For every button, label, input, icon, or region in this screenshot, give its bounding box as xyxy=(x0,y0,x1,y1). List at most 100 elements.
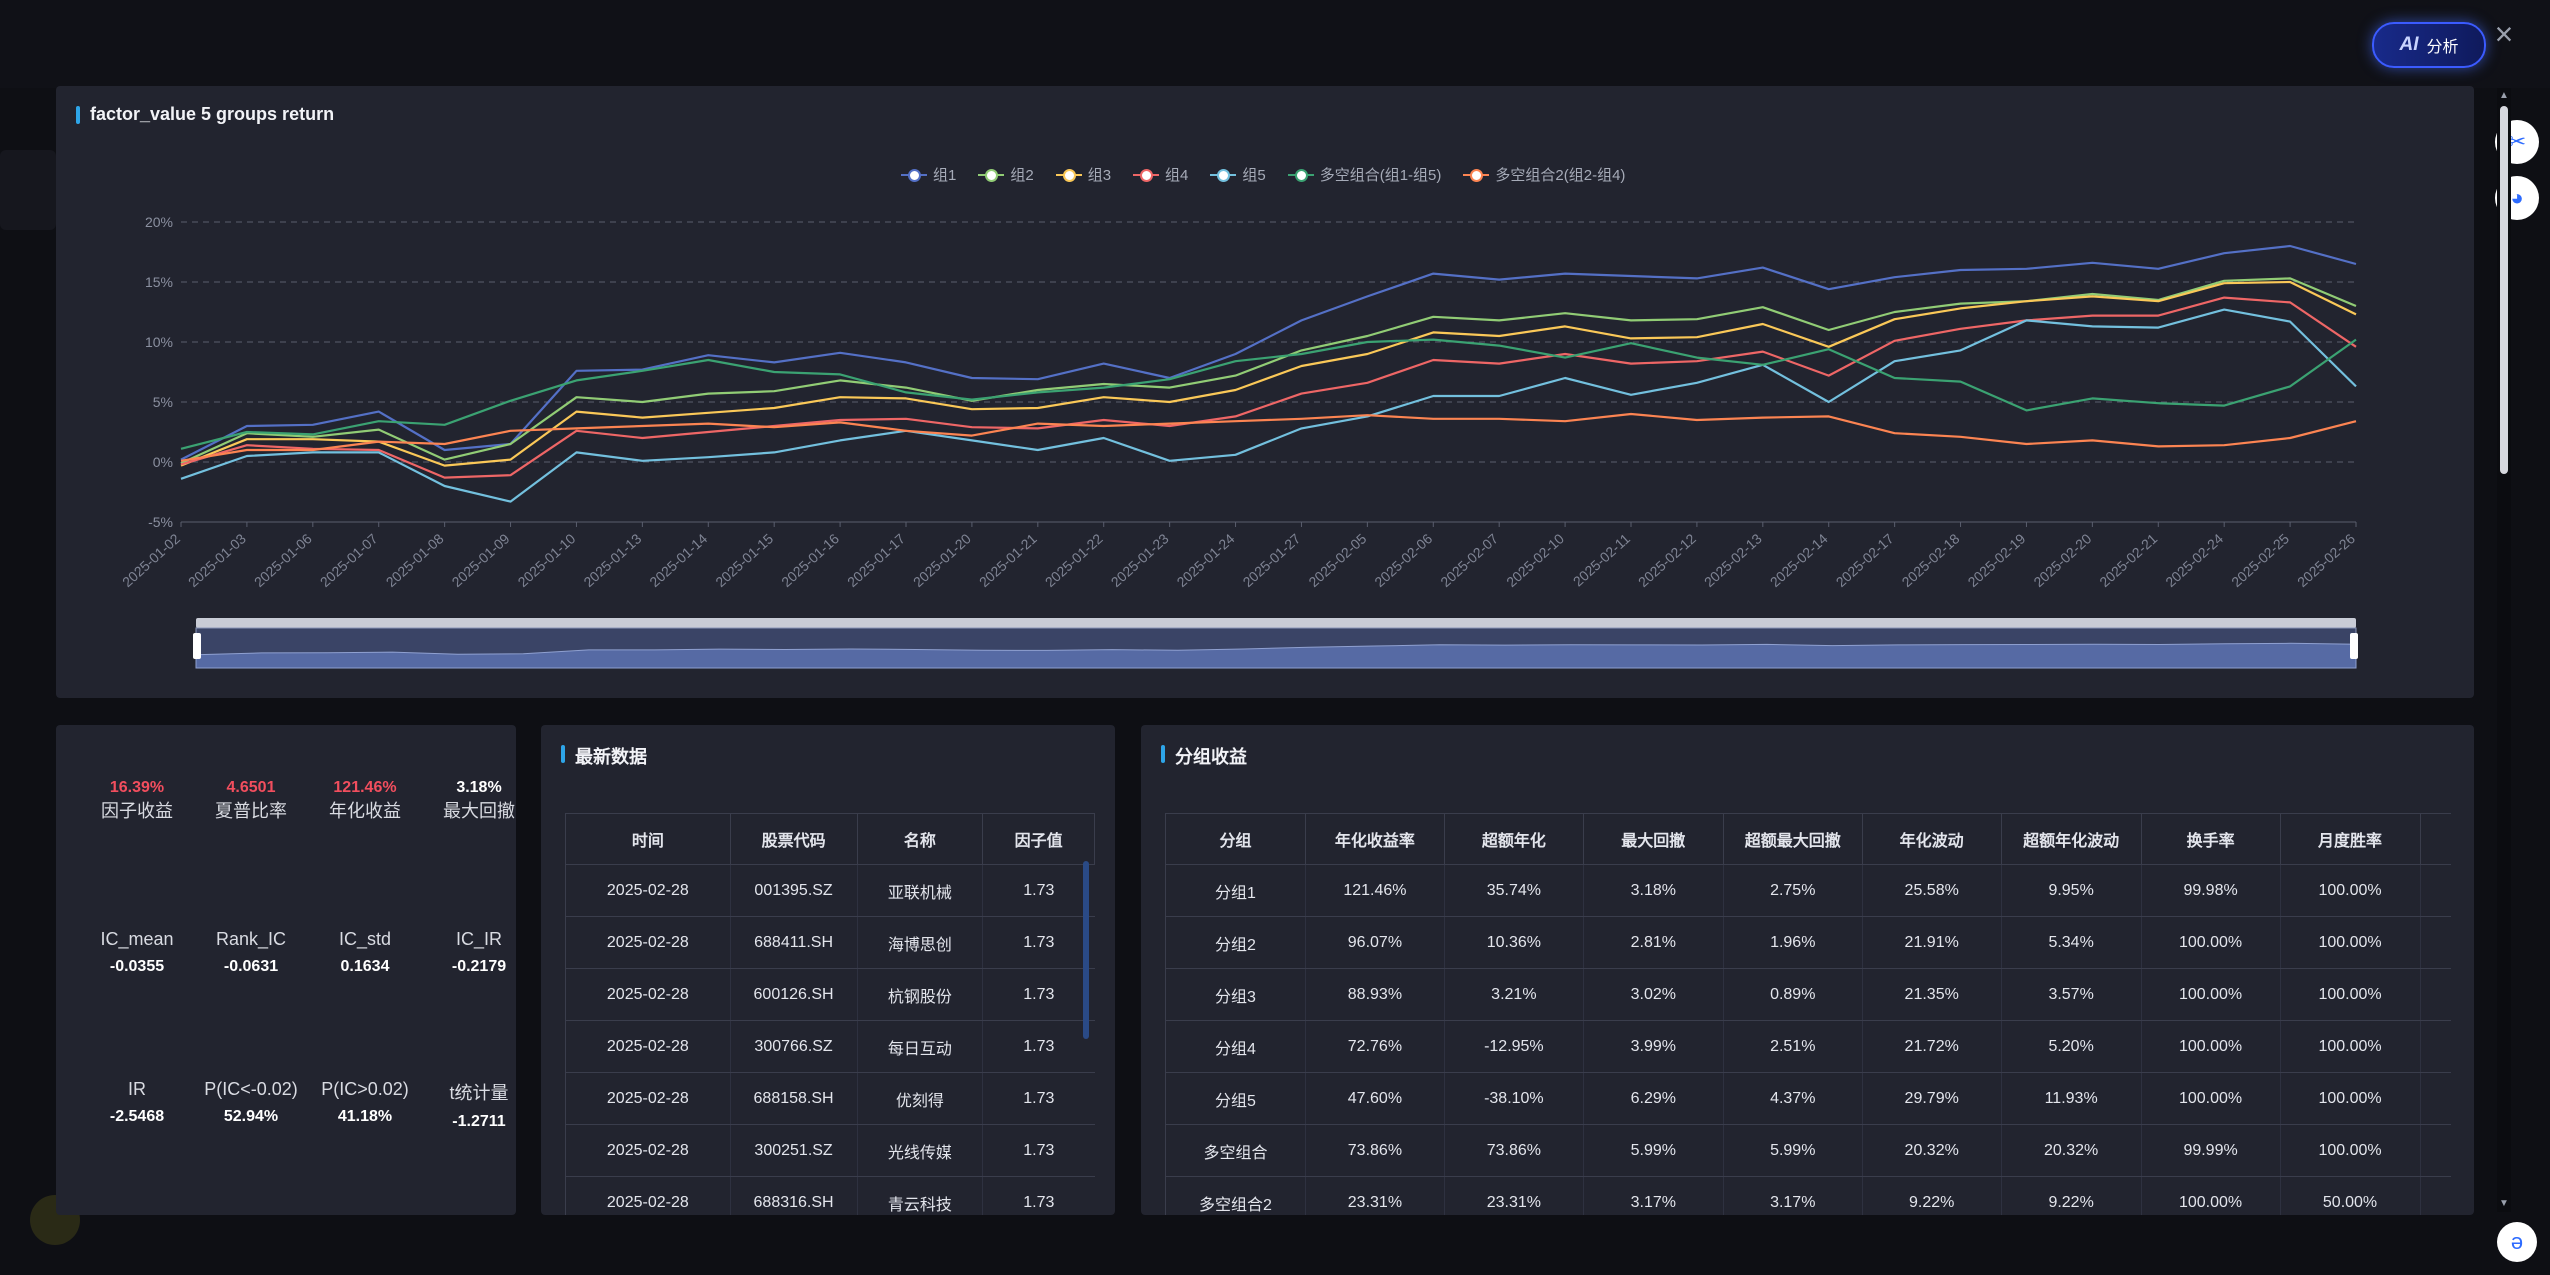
latest-header-cell[interactable]: 时间 xyxy=(565,813,731,865)
stat-value: 0.1634 xyxy=(340,958,390,975)
ai-analyze-button[interactable]: AI 分析 xyxy=(2372,22,2486,68)
latest-table-scroll-thumb[interactable] xyxy=(1083,861,1089,1039)
stats-row-ic: IC_mean -0.0355 Rank_IC -0.0631 IC_std 0.1634… xyxy=(80,929,516,976)
latest-cell: 2025-02-28 xyxy=(565,1072,731,1125)
latest-data-title: 最新数据 xyxy=(561,743,647,769)
group-cell: 1 xyxy=(2419,1124,2451,1177)
legend-marker-icon xyxy=(1287,168,1314,182)
legend-label: 组2 xyxy=(1010,167,1034,184)
latest-data-table-wrap[interactable]: 时间 股票代码 名称 因子值 2025-02-28 001395.SZ 亚联机械 1.73 2… xyxy=(565,813,1105,1215)
latest-cell: 2025-02-28 xyxy=(565,864,731,917)
help-chat-icon[interactable]: ə xyxy=(2497,1222,2537,1262)
stat-value: 121.46% xyxy=(333,779,397,796)
group-header-cell[interactable]: 超额年化波动 xyxy=(2000,813,2142,865)
latest-cell: 海博思创 xyxy=(856,916,983,969)
group-cell xyxy=(2419,1072,2451,1125)
group-cell: 2.81% xyxy=(1582,916,1724,969)
group-cell: 100.00% xyxy=(2140,1020,2281,1073)
group-cell: 0.89% xyxy=(1722,968,1863,1021)
backdrop-header xyxy=(0,0,2550,88)
x-tick-label: 2025-02-26 xyxy=(2294,530,2358,590)
chart-legend[interactable]: 组1 组2 组3 组4 组5 多空组合(组1-组5) 多空组合2(组2-组4) xyxy=(901,164,1625,185)
group-header-cell[interactable]: 分组 xyxy=(1165,813,1306,865)
stat-value: 4.6501 xyxy=(226,779,276,796)
group-header-cell[interactable]: 最大回撤 xyxy=(1582,813,1724,865)
group-returns-table: 分组年化收益率超额年化最大回撤超额最大回撤年化波动超额年化波动换手率月度胜率超额… xyxy=(1165,813,2451,1215)
legend-item[interactable]: 组3 xyxy=(1055,164,1111,185)
group-returns-table-wrap[interactable]: 分组年化收益率超额年化最大回撤超额最大回撤年化波动超额年化波动换手率月度胜率超额… xyxy=(1165,813,2451,1215)
group-header-cell[interactable]: 超额年化 xyxy=(1443,813,1584,865)
legend-label: 组4 xyxy=(1165,167,1189,184)
legend-item[interactable]: 组1 xyxy=(901,164,956,185)
legend-marker-icon xyxy=(1055,168,1082,182)
chart-panel: factor_value 5 groups return 组1 组2 组3 组4 组5 多… xyxy=(56,86,2474,698)
x-tick-label: 2025-02-19 xyxy=(1965,530,2029,590)
stat-value: -1.2711 xyxy=(452,1113,506,1130)
x-tick-label: 2025-02-25 xyxy=(2228,530,2292,590)
table-row[interactable]: 分组5 47.60% -38.10% 6.29% 4.37% 29.79% 11.93% 10… xyxy=(1165,1072,2451,1125)
group-header-cell[interactable]: 超额 xyxy=(2419,813,2451,865)
scroll-down-arrow-icon[interactable]: ▼ xyxy=(2499,1198,2509,1209)
stat-item: IC_IR -0.2179 xyxy=(422,929,516,976)
group-header-cell[interactable]: 月度胜率 xyxy=(2279,813,2421,865)
latest-cell: 2025-02-28 xyxy=(565,1176,731,1215)
x-tick-label: 2025-01-27 xyxy=(1240,530,1304,590)
table-row[interactable]: 多空组合 73.86% 73.86% 5.99% 5.99% 20.32% 20.32% 99… xyxy=(1165,1124,2451,1177)
group-cell: 100.00% xyxy=(2279,1020,2420,1073)
group-header-cell[interactable]: 超额最大回撤 xyxy=(1722,813,1863,865)
table-row[interactable]: 多空组合2 23.31% 23.31% 3.17% 3.17% 9.22% 9.22% 100… xyxy=(1165,1176,2451,1215)
table-row[interactable]: 2025-02-28 600126.SH 杭钢股份 1.73 xyxy=(565,968,1095,1021)
group-cell: 23.31% xyxy=(1304,1176,1445,1215)
legend-item[interactable]: 多空组合2(组2-组4) xyxy=(1463,164,1625,185)
group-header-cell[interactable]: 换手率 xyxy=(2140,813,2281,865)
group-cell: 分组1 xyxy=(1165,864,1306,917)
y-tick-label: 10% xyxy=(145,334,173,350)
y-tick-label: 20% xyxy=(145,214,173,230)
table-row[interactable]: 分组1 121.46% 35.74% 3.18% 2.75% 25.58% 9.95% 99.… xyxy=(1165,864,2451,917)
latest-header-cell[interactable]: 股票代码 xyxy=(729,813,858,865)
scroll-up-arrow-icon[interactable]: ▲ xyxy=(2499,90,2509,101)
table-row[interactable]: 分组3 88.93% 3.21% 3.02% 0.89% 21.35% 3.57% 100.0… xyxy=(1165,968,2451,1021)
zoom-handle-left[interactable] xyxy=(193,633,201,659)
table-row[interactable]: 2025-02-28 688158.SH 优刻得 1.73 xyxy=(565,1072,1095,1125)
table-row[interactable]: 分组2 96.07% 10.36% 2.81% 1.96% 21.91% 5.34% 100.… xyxy=(1165,916,2451,969)
group-cell: 3.21% xyxy=(1443,968,1584,1021)
group-cell: 3.17% xyxy=(1582,1176,1724,1215)
table-row[interactable]: 2025-02-28 688316.SH 青云科技 1.73 xyxy=(565,1176,1095,1215)
latest-header-cell[interactable]: 因子值 xyxy=(982,813,1095,865)
latest-header-cell[interactable]: 名称 xyxy=(856,813,984,865)
table-row[interactable]: 2025-02-28 300766.SZ 每日互动 1.73 xyxy=(565,1020,1095,1073)
latest-cell: 001395.SZ xyxy=(729,864,857,917)
table-row[interactable]: 分组4 72.76% -12.95% 3.99% 2.51% 21.72% 5.20% 100… xyxy=(1165,1020,2451,1073)
legend-item[interactable]: 组4 xyxy=(1133,164,1188,185)
latest-cell: 1.73 xyxy=(982,1020,1095,1073)
group-header-cell[interactable]: 年化波动 xyxy=(1861,813,2002,865)
scroll-thumb[interactable] xyxy=(2500,106,2508,474)
group-returns-title: 分组收益 xyxy=(1161,743,1247,769)
table-row[interactable]: 2025-02-28 688411.SH 海博思创 1.73 xyxy=(565,916,1095,969)
latest-cell: 优刻得 xyxy=(856,1072,983,1125)
latest-cell: 600126.SH xyxy=(729,968,857,1021)
table-row[interactable]: 2025-02-28 300251.SZ 光线传媒 1.73 xyxy=(565,1124,1095,1177)
zoom-handle-right[interactable] xyxy=(2350,633,2358,659)
stat-item: IC_mean -0.0355 xyxy=(80,929,194,976)
table-row[interactable]: 2025-02-28 001395.SZ 亚联机械 1.73 xyxy=(565,864,1095,917)
stat-item: 3.18% 最大回撤 xyxy=(422,779,516,823)
data-zoom-slider[interactable] xyxy=(193,618,2358,669)
group-header-cell[interactable]: 年化收益率 xyxy=(1304,813,1445,865)
group-cell: 9.22% xyxy=(1861,1176,2002,1215)
group-cell: 50.00% xyxy=(2279,1176,2420,1215)
stat-label: IC_std xyxy=(338,929,392,949)
zoom-slider-top[interactable] xyxy=(196,618,2356,628)
legend-item[interactable]: 组2 xyxy=(978,164,1034,185)
series-line xyxy=(180,280,2357,467)
group-cell: 100.00% xyxy=(2140,1176,2281,1215)
x-tick-label: 2025-02-07 xyxy=(1437,530,1501,590)
modal-scrollbar[interactable]: ▲ ▼ xyxy=(2497,88,2511,1212)
group-cell: 10.36% xyxy=(1443,916,1584,969)
legend-item[interactable]: 组5 xyxy=(1210,164,1266,185)
group-cell: 3.57% xyxy=(2000,968,2142,1021)
legend-item[interactable]: 多空组合(组1-组5) xyxy=(1287,164,1441,185)
close-icon[interactable]: × xyxy=(2494,16,2514,52)
stat-value: 41.18% xyxy=(337,1108,393,1125)
